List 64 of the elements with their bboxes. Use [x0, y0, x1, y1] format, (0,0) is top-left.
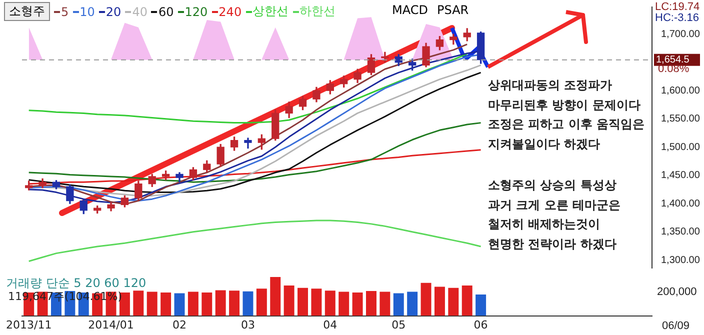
bar	[160, 292, 172, 316]
annotation: 거래량 단순 5 20 60 120	[6, 276, 146, 290]
bar	[420, 282, 432, 316]
annotation: 소형주의 상승의 특성상 과거 크게 오른 테마군은 철저히 배제하는것이 현명한 전략이라 하겠다	[488, 177, 621, 252]
legend-label: 60	[158, 4, 174, 18]
bar	[133, 290, 144, 316]
bar	[242, 291, 254, 316]
annotation: 119,647주(104.61%)	[8, 290, 122, 303]
bar	[476, 294, 486, 316]
bar	[448, 288, 459, 316]
x-tick-label: 06	[474, 318, 488, 332]
y-tick-label: 1,700.00	[661, 28, 700, 40]
bar	[270, 277, 281, 316]
legend-label: 240	[218, 4, 242, 18]
bar	[366, 290, 376, 316]
legend-label: 120	[184, 4, 208, 18]
ref-line-label: 1,654.5	[656, 54, 690, 66]
text: 06/09	[662, 320, 690, 333]
bar	[338, 292, 350, 316]
bar	[352, 292, 363, 316]
y-tick-label: 1,300.00	[661, 254, 700, 266]
bar	[174, 293, 185, 316]
x-tick-label: 2014/01	[88, 318, 134, 332]
x-tick-label: 03	[240, 318, 255, 332]
annotation: MACD	[392, 3, 428, 17]
text: LC:19.74	[655, 1, 700, 13]
bar	[407, 292, 418, 316]
bar	[380, 292, 390, 316]
x-tick-label: 02	[172, 318, 186, 332]
y-tick-label: 1,500.00	[661, 142, 700, 153]
bar	[146, 292, 158, 316]
y-tick-label: 1,550.00	[661, 114, 700, 125]
bar	[462, 286, 472, 316]
y-tick-label: 1,600.00	[661, 85, 700, 96]
bar	[284, 286, 294, 316]
legend-label: 상한선	[252, 3, 289, 20]
text: HC:-3.16	[655, 12, 700, 25]
bar	[188, 292, 198, 316]
annotation: PSAR	[437, 3, 469, 17]
legend-label: 20	[106, 4, 122, 18]
y-tick-label: 1,450.00	[661, 170, 700, 182]
x-tick-label: 05	[392, 318, 406, 332]
bar	[202, 292, 212, 316]
legend-label: 10	[80, 4, 95, 18]
x-tick-label: 2013/11	[6, 318, 52, 332]
bar	[256, 288, 267, 316]
bar	[393, 293, 404, 316]
x-tick-label: 04	[323, 318, 338, 332]
bar	[298, 288, 308, 316]
text: 200,000	[657, 286, 697, 299]
y-tick-label: 1,350.00	[661, 226, 700, 238]
bar	[311, 288, 322, 316]
legend-label: 하한선	[300, 3, 336, 20]
bar	[119, 292, 130, 316]
chart-title: 소형주	[4, 2, 50, 21]
bar	[434, 286, 445, 316]
annotation: 상위대파동의 조정파가 마무리된후 방향이 문제이다 조정은 피하고 이후 움직임은 지켜볼일이다 하겠다	[488, 77, 645, 152]
y-tick-label: 1,400.00	[661, 198, 700, 210]
text: 0.08%	[658, 63, 690, 76]
bar	[324, 290, 336, 316]
legend-label: 5	[61, 4, 69, 18]
legend-label: 40	[132, 4, 148, 18]
bar	[215, 290, 226, 316]
bar	[229, 290, 240, 316]
